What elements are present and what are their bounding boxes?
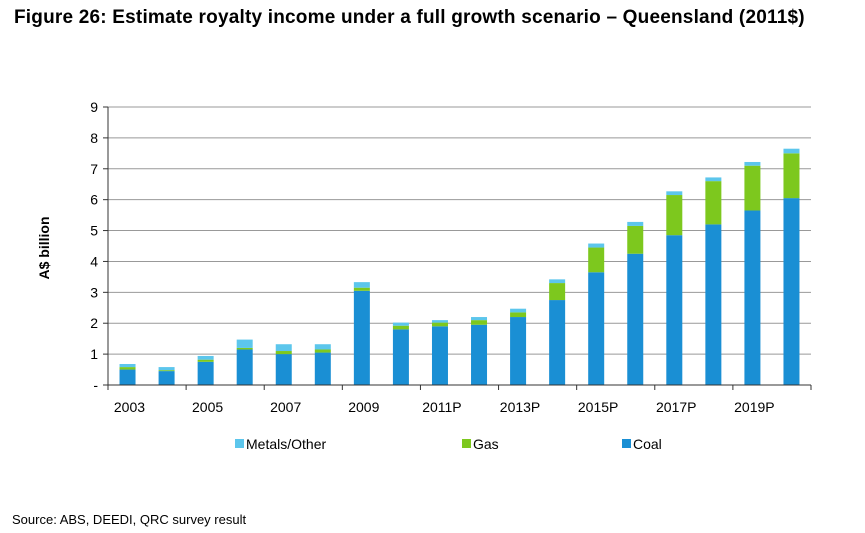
y-tick-label: - <box>93 377 98 393</box>
y-tick-label: 9 <box>90 99 98 115</box>
y-tick-label: 4 <box>90 253 98 269</box>
royalty-stacked-bar-chart: - 1 2 3 4 5 6 7 8 9 2003 2005 2007 2009 2011P 2013P 2015… <box>36 99 812 452</box>
y-axis-label: A$ billion <box>36 217 52 280</box>
bar-gas-2014p <box>549 283 566 301</box>
x-tick-label: 2017P <box>656 399 696 415</box>
bar-metals-other-2020p <box>783 148 800 154</box>
bar-metals-other-2010 <box>392 322 409 326</box>
bar-metals-other-2003 <box>119 363 136 368</box>
x-tick-label: 2011P <box>422 399 461 415</box>
legend-label-gas: Gas <box>473 436 499 452</box>
bar-metals-other-2008 <box>314 344 331 350</box>
legend-label-metals-other: Metals/Other <box>246 436 326 452</box>
bar-coal-2020p <box>783 198 800 385</box>
bar-metals-other-2009 <box>353 282 370 288</box>
bar-coal-2008 <box>314 352 331 385</box>
bar-metals-other-2004 <box>158 367 175 371</box>
legend-swatch-gas <box>462 439 471 448</box>
bar-gas-2017p <box>666 195 683 236</box>
x-tick-label: 2003 <box>114 399 145 415</box>
bar-gas-2010 <box>392 325 409 330</box>
y-tick-label: 1 <box>90 346 98 362</box>
y-tick-label: 3 <box>90 284 98 300</box>
source-note: Source: ABS, DEEDI, QRC survey result <box>12 512 247 527</box>
bar-metals-other-2011p <box>431 320 448 323</box>
bar-coal-2005 <box>197 361 214 385</box>
bar-gas-2018p <box>705 181 722 225</box>
y-tick-label: 8 <box>90 130 98 146</box>
bar-gas-2012p <box>471 320 488 325</box>
bar-gas-2011p <box>431 322 448 327</box>
bar-metals-other-2006 <box>236 339 253 348</box>
y-tick-label: 6 <box>90 192 98 208</box>
bar-coal-2017p <box>666 235 683 385</box>
bar-gas-2013p <box>510 312 527 318</box>
bar-coal-2006 <box>236 349 253 385</box>
bar-coal-2018p <box>705 224 722 385</box>
x-tick-label: 2005 <box>192 399 223 415</box>
axes: - 1 2 3 4 5 6 7 8 9 2003 2005 2007 2009 2011P 2013P 2015… <box>90 99 812 415</box>
bar-metals-other-2017p <box>666 191 683 196</box>
bar-coal-2003 <box>119 369 136 385</box>
x-tick-label: 2013P <box>500 399 540 415</box>
bar-gas-2004 <box>158 370 175 372</box>
bar-metals-other-2005 <box>197 355 214 360</box>
bar-coal-2019p <box>744 210 761 385</box>
y-tick-label: 2 <box>90 315 98 331</box>
bar-coal-2004 <box>158 371 175 385</box>
x-tick-label: 2007 <box>270 399 301 415</box>
bar-gas-2020p <box>783 153 800 199</box>
bar-coal-2011p <box>431 326 448 385</box>
bar-coal-2014p <box>549 300 566 385</box>
bar-gas-2003 <box>119 367 136 370</box>
figure-title: Figure 26: Estimate royalty income under… <box>14 7 805 28</box>
x-tick-label: 2015P <box>578 399 618 415</box>
legend-swatch-coal <box>622 439 631 448</box>
x-tick-label: 2019P <box>734 399 774 415</box>
bar-coal-2016p <box>627 253 644 385</box>
bar-coal-2010 <box>392 329 409 385</box>
bar-coal-2012p <box>471 324 488 385</box>
bar-gas-2008 <box>314 349 331 353</box>
legend-swatch-metals-other <box>235 439 244 448</box>
legend: Metals/Other Gas Coal <box>235 436 662 452</box>
x-tick-label: 2009 <box>348 399 379 415</box>
bar-metals-other-2013p <box>510 308 527 313</box>
bar-metals-other-2012p <box>471 317 488 321</box>
bar-metals-other-2007 <box>275 344 292 352</box>
bar-gas-2006 <box>236 347 253 350</box>
bar-gas-2009 <box>353 287 370 291</box>
legend-label-coal: Coal <box>633 436 662 452</box>
bar-metals-other-2018p <box>705 177 722 182</box>
bar-metals-other-2014p <box>549 279 566 284</box>
gridlines <box>108 106 811 355</box>
bar-gas-2007 <box>275 351 292 355</box>
bar-metals-other-2019p <box>744 161 761 166</box>
bar-coal-2015p <box>588 272 605 385</box>
bar-gas-2015p <box>588 247 605 273</box>
bar-metals-other-2015p <box>588 243 605 248</box>
bar-metals-other-2016p <box>627 221 644 226</box>
bar-coal-2007 <box>275 354 292 385</box>
bar-coal-2013p <box>510 317 527 385</box>
y-tick-label: 5 <box>90 223 98 239</box>
bars <box>119 148 800 385</box>
bar-coal-2009 <box>353 290 370 385</box>
y-tick-label: 7 <box>90 161 98 177</box>
bar-gas-2019p <box>744 165 761 211</box>
bar-gas-2005 <box>197 359 214 362</box>
bar-gas-2016p <box>627 225 644 254</box>
